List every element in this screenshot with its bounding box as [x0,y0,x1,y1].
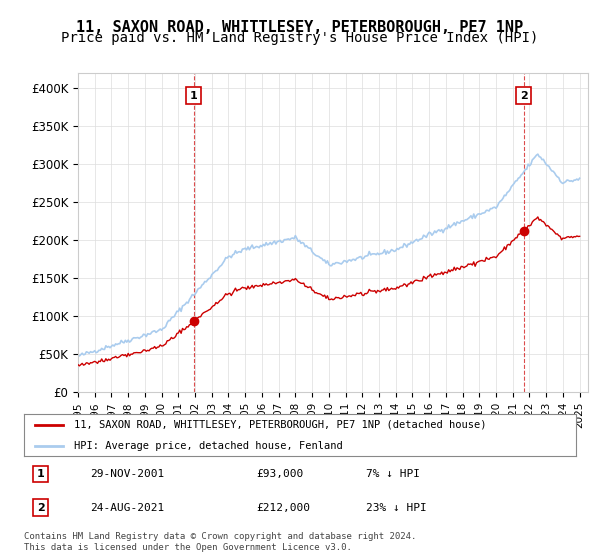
Text: Price paid vs. HM Land Registry's House Price Index (HPI): Price paid vs. HM Land Registry's House … [61,31,539,45]
Text: 24-AUG-2021: 24-AUG-2021 [90,502,164,512]
Text: HPI: Average price, detached house, Fenland: HPI: Average price, detached house, Fenl… [74,441,343,451]
Text: Contains HM Land Registry data © Crown copyright and database right 2024.: Contains HM Land Registry data © Crown c… [24,532,416,541]
Text: 7% ↓ HPI: 7% ↓ HPI [366,469,420,479]
Text: 1: 1 [190,91,197,101]
Text: 2: 2 [520,91,527,101]
Text: This data is licensed under the Open Government Licence v3.0.: This data is licensed under the Open Gov… [24,543,352,552]
Text: £93,000: £93,000 [256,469,303,479]
Text: 29-NOV-2001: 29-NOV-2001 [90,469,164,479]
Text: 23% ↓ HPI: 23% ↓ HPI [366,502,427,512]
Text: 1: 1 [37,469,44,479]
Text: 2: 2 [37,502,44,512]
Text: £212,000: £212,000 [256,502,310,512]
Text: 11, SAXON ROAD, WHITTLESEY, PETERBOROUGH, PE7 1NP: 11, SAXON ROAD, WHITTLESEY, PETERBOROUGH… [76,20,524,35]
Text: 11, SAXON ROAD, WHITTLESEY, PETERBOROUGH, PE7 1NP (detached house): 11, SAXON ROAD, WHITTLESEY, PETERBOROUGH… [74,420,486,430]
